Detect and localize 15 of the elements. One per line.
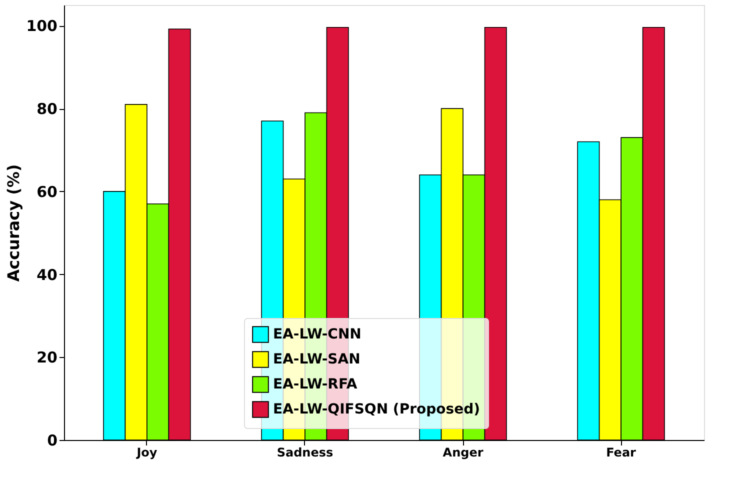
x-tick-label: Fear [606,446,636,460]
x-tick-label: Anger [442,446,484,460]
y-tick-label: 60 [36,182,58,201]
legend-label: EA-LW-CNN [273,326,362,342]
y-tick-label: 100 [26,17,58,36]
legend-label: EA-LW-QIFSQN (Proposed) [273,402,480,418]
y-tick-label: 40 [36,266,58,284]
legend-label: EA-LW-SAN [273,352,360,368]
x-tick-label: Sadness [276,446,334,460]
y-tick-label: 0 [47,432,58,450]
y-tick-label: 20 [36,348,58,367]
y-axis-title: Accuracy (%) [4,164,24,282]
legend-label: EA-LW-RFA [273,376,358,392]
y-tick-label: 80 [36,100,58,118]
x-tick-label: Joy [136,446,158,460]
